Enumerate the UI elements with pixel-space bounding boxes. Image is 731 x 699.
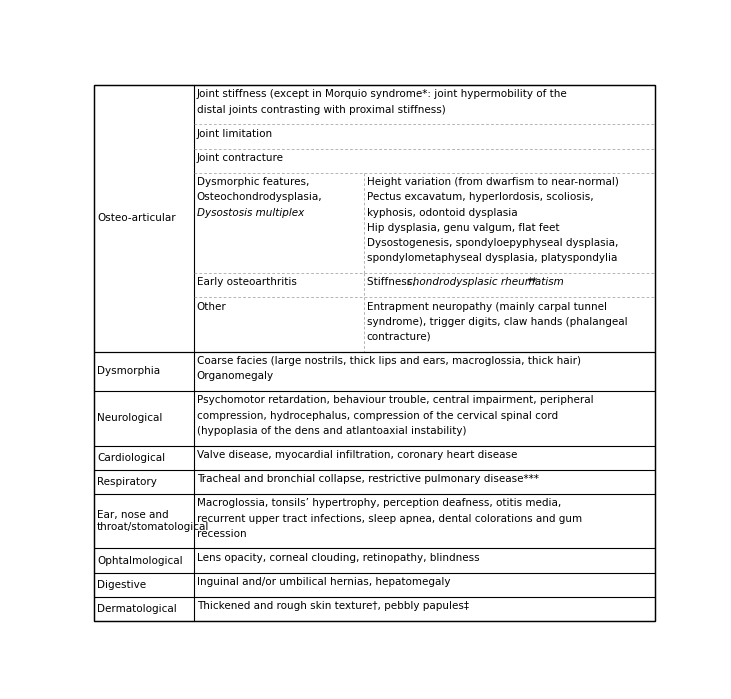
Text: spondylometaphyseal dysplasia, platyspondylia: spondylometaphyseal dysplasia, platyspon… (366, 253, 617, 263)
Text: Joint contracture: Joint contracture (197, 153, 284, 163)
Text: Psychomotor retardation, behaviour trouble, central impairment, peripheral: Psychomotor retardation, behaviour troub… (197, 396, 594, 405)
Text: Organomegaly: Organomegaly (197, 371, 274, 381)
Text: Neurological: Neurological (97, 413, 162, 424)
Text: syndrome), trigger digits, claw hands (phalangeal: syndrome), trigger digits, claw hands (p… (366, 317, 627, 326)
Text: Digestive: Digestive (97, 579, 146, 590)
Text: Dysostogenesis, spondyloepyphyseal dysplasia,: Dysostogenesis, spondyloepyphyseal dyspl… (366, 238, 618, 248)
Text: compression, hydrocephalus, compression of the cervical spinal cord: compression, hydrocephalus, compression … (197, 410, 558, 421)
Text: **: ** (529, 278, 539, 287)
Text: recession: recession (197, 528, 246, 539)
Text: Tracheal and bronchial collapse, restrictive pulmonary disease***: Tracheal and bronchial collapse, restric… (197, 474, 539, 484)
Text: Coarse facies (large nostrils, thick lips and ears, macroglossia, thick hair): Coarse facies (large nostrils, thick lip… (197, 356, 581, 366)
Text: Ophtalmological: Ophtalmological (97, 556, 183, 565)
Text: Joint limitation: Joint limitation (197, 129, 273, 139)
Text: Dysmorphia: Dysmorphia (97, 366, 160, 376)
Text: Inguinal and/or umbilical hernias, hepatomegaly: Inguinal and/or umbilical hernias, hepat… (197, 577, 450, 587)
Text: kyphosis, odontoid dysplasia: kyphosis, odontoid dysplasia (366, 208, 517, 217)
Text: recurrent upper tract infections, sleep apnea, dental colorations and gum: recurrent upper tract infections, sleep … (197, 514, 582, 524)
Text: Dermatological: Dermatological (97, 604, 177, 614)
Text: Macroglossia, tonsils’ hypertrophy, perception deafness, otitis media,: Macroglossia, tonsils’ hypertrophy, perc… (197, 498, 561, 508)
Text: Valve disease, myocardial infiltration, coronary heart disease: Valve disease, myocardial infiltration, … (197, 450, 518, 460)
Text: Other: Other (197, 301, 227, 312)
Text: Hip dysplasia, genu valgum, flat feet: Hip dysplasia, genu valgum, flat feet (366, 223, 559, 233)
Text: Osteo-articular: Osteo-articular (97, 213, 175, 223)
Text: Respiratory: Respiratory (97, 477, 157, 487)
Text: Height variation (from dwarfism to near-normal): Height variation (from dwarfism to near-… (366, 178, 618, 187)
Text: Pectus excavatum, hyperlordosis, scoliosis,: Pectus excavatum, hyperlordosis, scolios… (366, 192, 593, 203)
Text: distal joints contrasting with proximal stiffness): distal joints contrasting with proximal … (197, 105, 446, 115)
Text: Lens opacity, corneal clouding, retinopathy, blindness: Lens opacity, corneal clouding, retinopa… (197, 553, 480, 563)
Text: contracture): contracture) (366, 332, 431, 342)
Text: chondrodysplasic rheumatism: chondrodysplasic rheumatism (406, 278, 564, 287)
Text: (hypoplasia of the dens and atlantoaxial instability): (hypoplasia of the dens and atlantoaxial… (197, 426, 466, 436)
Text: Thickened and rough skin texture†, pebbly papules‡: Thickened and rough skin texture†, pebbl… (197, 601, 469, 612)
Text: Cardiological: Cardiological (97, 453, 165, 463)
Text: Stiffness,: Stiffness, (366, 278, 418, 287)
Text: Dysostosis multiplex: Dysostosis multiplex (197, 208, 304, 217)
Text: Early osteoarthritis: Early osteoarthritis (197, 278, 297, 287)
Text: Ear, nose and
throat/stomatological: Ear, nose and throat/stomatological (97, 510, 209, 532)
Text: Joint stiffness (except in Morquio syndrome*: joint hypermobility of the: Joint stiffness (except in Morquio syndr… (197, 89, 568, 99)
Text: Entrapment neuropathy (mainly carpal tunnel: Entrapment neuropathy (mainly carpal tun… (366, 301, 607, 312)
Text: Osteochondrodysplasia,: Osteochondrodysplasia, (197, 192, 322, 203)
Text: Dysmorphic features,: Dysmorphic features, (197, 178, 309, 187)
